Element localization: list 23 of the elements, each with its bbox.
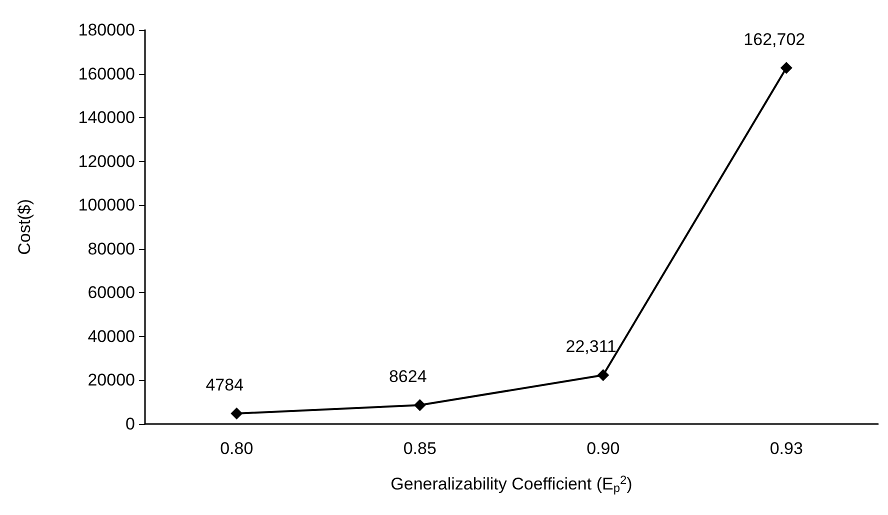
x-tick-label: 0.80	[220, 439, 254, 458]
x-tick-label: 0.90	[586, 439, 620, 458]
y-tick-label: 20000	[88, 370, 135, 390]
point	[414, 399, 426, 412]
y-tick-label: 40000	[88, 326, 135, 346]
data-label: 8624	[388, 367, 427, 386]
y-tick-label: 60000	[88, 283, 135, 302]
data-label: 162,702	[744, 30, 806, 49]
x-tick-label: 0.85	[403, 439, 436, 458]
point	[230, 408, 243, 420]
x-tick-label: 0.93	[770, 439, 803, 458]
y-axis-title: Cost($)	[15, 199, 34, 255]
data-label: 4784	[206, 376, 244, 395]
data-label: 22,311	[566, 337, 616, 356]
y-tick-label: 140000	[78, 108, 135, 128]
y-tick-label: 160000	[78, 64, 135, 84]
y-tick-label: 0	[126, 414, 135, 434]
point	[780, 62, 792, 74]
y-tick-label: 180000	[78, 20, 135, 40]
y-tick-label: 120000	[78, 152, 135, 171]
point	[597, 369, 610, 382]
y-tick-label: 100000	[78, 196, 135, 215]
y-tick-label: 80000	[88, 239, 135, 258]
